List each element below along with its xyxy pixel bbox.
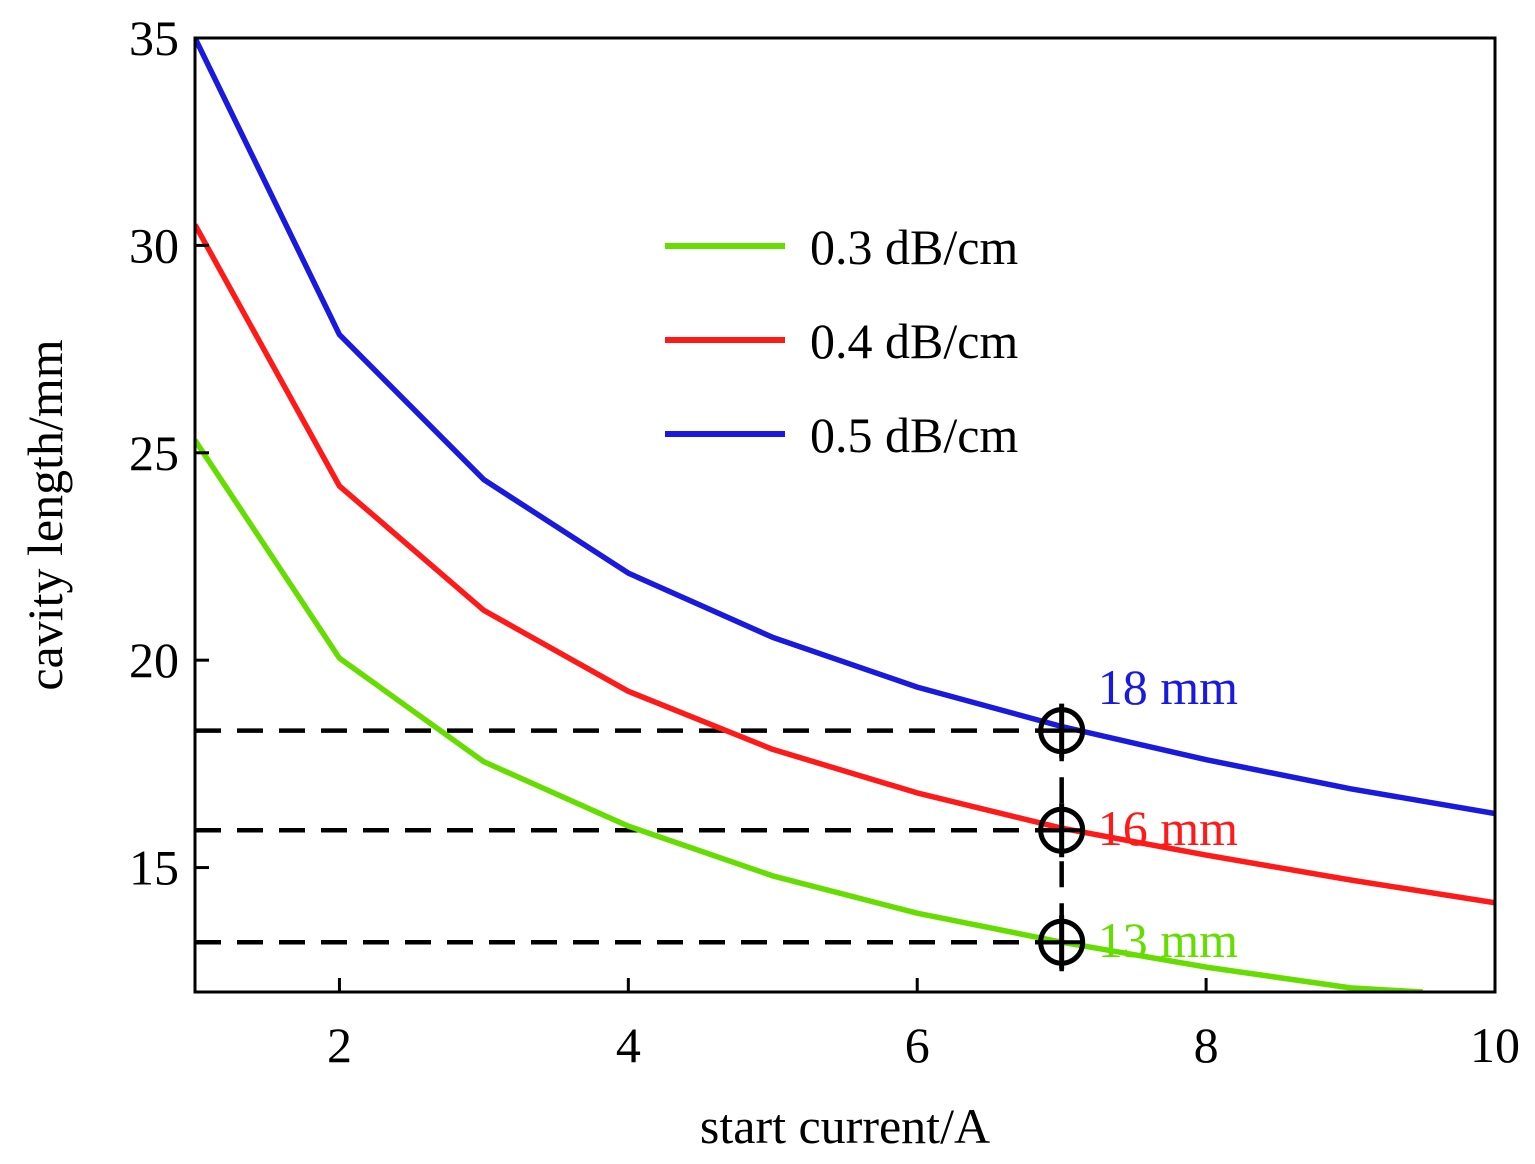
series-line	[195, 223, 1495, 906]
x-axis-label: start current/A	[700, 1098, 990, 1154]
legend: 0.3 dB/cm 0.4 dB/cm 0.5 dB/cm	[665, 219, 1018, 463]
series-lines	[195, 38, 1495, 992]
circle-marker-icon	[1038, 703, 1086, 758]
legend-label: 0.5 dB/cm	[810, 407, 1018, 463]
value-annotation: 13 mm	[1098, 912, 1238, 968]
circle-marker-icon	[1038, 915, 1086, 970]
y-tick-label: 20	[129, 632, 179, 688]
plot-frame	[193, 36, 1497, 994]
x-tick-label: 4	[616, 1017, 641, 1073]
y-tick-label: 35	[129, 10, 179, 66]
reference-markers	[1038, 703, 1086, 970]
reference-lines	[195, 728, 1064, 972]
x-tick-label: 10	[1470, 1017, 1520, 1073]
legend-label: 0.4 dB/cm	[810, 313, 1018, 369]
value-annotations: 18 mm 16 mm 13 mm	[1098, 659, 1238, 968]
series-line	[195, 438, 1423, 992]
series-line	[195, 38, 1495, 817]
value-annotation: 16 mm	[1098, 800, 1238, 856]
axis-ticks: 2 4 6 8 10 15 20 25 30 35	[129, 10, 1520, 1073]
circle-marker-icon	[1038, 803, 1086, 858]
y-tick-label: 15	[129, 840, 179, 896]
x-tick-label: 6	[905, 1017, 930, 1073]
x-tick-label: 8	[1194, 1017, 1219, 1073]
x-tick-label: 2	[327, 1017, 352, 1073]
legend-label: 0.3 dB/cm	[810, 219, 1018, 275]
y-tick-label: 30	[129, 217, 179, 273]
y-tick-label: 25	[129, 425, 179, 481]
value-annotation: 18 mm	[1098, 659, 1238, 715]
y-axis-label: cavity length/mm	[17, 339, 73, 690]
